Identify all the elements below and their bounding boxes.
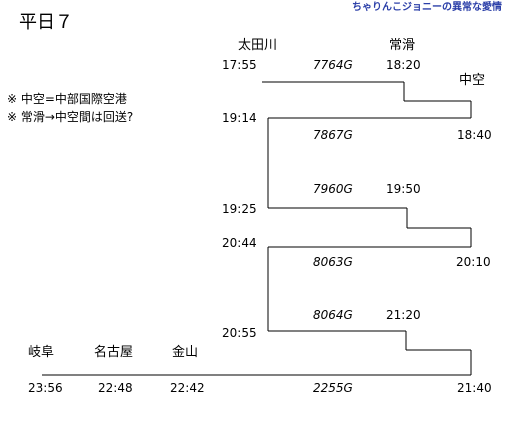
train-8063g: 8063G — [313, 255, 353, 269]
station-chuku: 中空 — [459, 73, 486, 88]
train-2255g: 2255G — [313, 381, 353, 395]
time-7960g-otagawa: 19:25 — [222, 202, 257, 216]
station-tokoname: 常滑 — [389, 38, 416, 53]
train-7960g: 7960G — [313, 182, 353, 196]
time-2255g-kanayama: 22:42 — [170, 381, 205, 395]
time-8063g-chuku: 20:10 — [456, 255, 491, 269]
train-8064g: 8064G — [313, 308, 353, 322]
train-7867g: 7867G — [313, 128, 353, 142]
time-2255g-nagoya: 22:48 — [98, 381, 133, 395]
time-2255g-chuku: 21:40 — [457, 381, 492, 395]
station-otagawa: 太田川 — [238, 38, 278, 53]
time-8064g-otagawa: 20:55 — [222, 326, 257, 340]
train-7764g: 7764G — [313, 58, 353, 72]
credit-text: ちゃりんこジョニーの異常な愛情 — [352, 2, 502, 13]
time-7867g-otagawa: 19:14 — [222, 111, 257, 125]
time-8063g-otagawa: 20:44 — [222, 236, 257, 250]
time-7960g-tokoname: 19:50 — [386, 182, 421, 196]
time-2255g-gifu: 23:56 — [28, 381, 63, 395]
time-7764g-otagawa: 17:55 — [222, 58, 257, 72]
station-kanayama: 金山 — [172, 345, 199, 360]
station-gifu: 岐阜 — [28, 345, 55, 360]
page-title: 平日７ — [19, 12, 73, 33]
time-8064g-tokoname: 21:20 — [386, 308, 421, 322]
note-line-2: ※ 常滑→中空間は回送? — [7, 110, 134, 124]
time-7867g-chuku: 18:40 — [457, 128, 492, 142]
station-nagoya: 名古屋 — [94, 345, 134, 360]
note-line-1: ※ 中空=中部国際空港 — [7, 92, 127, 106]
time-7764g-tokoname: 18:20 — [386, 58, 421, 72]
